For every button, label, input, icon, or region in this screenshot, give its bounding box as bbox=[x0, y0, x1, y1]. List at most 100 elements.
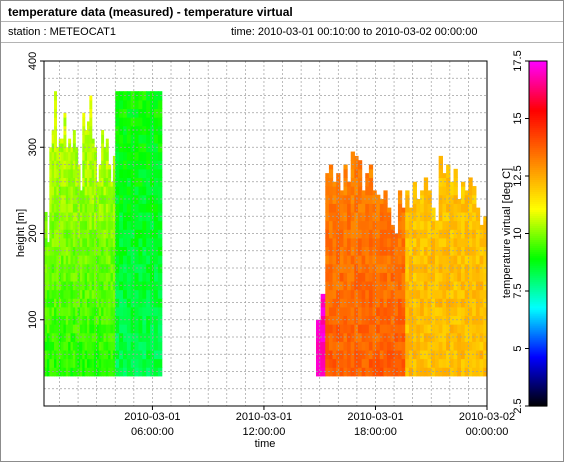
heatmap-cell bbox=[394, 237, 399, 248]
heatmap-cell bbox=[119, 358, 124, 368]
heatmap-cell bbox=[460, 341, 466, 351]
heatmap-cell bbox=[61, 332, 65, 342]
heatmap-cell bbox=[58, 186, 62, 196]
colorbar-segment bbox=[529, 355, 547, 359]
heatmap-cell bbox=[91, 358, 95, 368]
heatmap-cell bbox=[157, 289, 163, 299]
heatmap-cell bbox=[46, 358, 50, 368]
heatmap-cell bbox=[416, 298, 421, 308]
heatmap-cell bbox=[472, 315, 477, 325]
heatmap-cell bbox=[72, 194, 76, 204]
heatmap-cell bbox=[347, 181, 352, 187]
heatmap-cell bbox=[449, 298, 455, 308]
heatmap-cell bbox=[51, 220, 55, 230]
heatmap-cell bbox=[328, 367, 334, 377]
heatmap-cell bbox=[115, 341, 120, 351]
heatmap-cell bbox=[354, 324, 359, 334]
heatmap-cell bbox=[368, 298, 374, 308]
heatmap-cell bbox=[412, 246, 417, 256]
heatmap-cell bbox=[357, 186, 363, 196]
heatmap-cell bbox=[134, 168, 140, 179]
heatmap-cell bbox=[472, 324, 477, 334]
heatmap-cell bbox=[328, 246, 334, 256]
heatmap-cell bbox=[320, 332, 326, 342]
colorbar-segment bbox=[529, 77, 547, 80]
heatmap-cell bbox=[98, 324, 102, 334]
heatmap-cell bbox=[332, 341, 337, 351]
heatmap-cell bbox=[468, 315, 473, 325]
heatmap-cell bbox=[51, 151, 55, 161]
heatmap-cell bbox=[332, 280, 337, 291]
heatmap-cell bbox=[77, 332, 81, 342]
heatmap-cell bbox=[347, 272, 352, 282]
heatmap-cell bbox=[112, 298, 116, 308]
colorbar-segment bbox=[529, 227, 547, 231]
heatmap-cell bbox=[449, 246, 455, 256]
heatmap-cell bbox=[101, 134, 105, 144]
heatmap-cell bbox=[138, 289, 143, 299]
heatmap-cell bbox=[412, 358, 417, 368]
heatmap-cell bbox=[442, 237, 447, 248]
heatmap-cell bbox=[483, 272, 487, 282]
heatmap-cell bbox=[110, 255, 114, 265]
colorbar-segment bbox=[529, 107, 547, 110]
heatmap-cell bbox=[442, 220, 447, 230]
colorbar-segment bbox=[529, 237, 547, 241]
heatmap-cell bbox=[91, 220, 95, 230]
heatmap-cell bbox=[150, 306, 155, 317]
heatmap-cell bbox=[101, 263, 105, 273]
heatmap-cell bbox=[383, 341, 388, 351]
heatmap-cell bbox=[101, 194, 105, 204]
heatmap-cell bbox=[75, 203, 79, 213]
heatmap-cell bbox=[368, 280, 374, 291]
heatmap-cell bbox=[320, 315, 326, 325]
heatmap-cell bbox=[105, 220, 109, 230]
heatmap-cell bbox=[420, 255, 425, 265]
heatmap-cell bbox=[63, 358, 67, 368]
heatmap-cell bbox=[408, 289, 414, 299]
heatmap-cell bbox=[123, 186, 128, 196]
heatmap-cell bbox=[46, 289, 50, 299]
colorbar-segment bbox=[529, 361, 547, 365]
heatmap-cell bbox=[354, 341, 359, 351]
heatmap-cell bbox=[339, 289, 345, 299]
heatmap-cell bbox=[460, 298, 466, 308]
heatmap-cell bbox=[449, 358, 455, 368]
heatmap-cell bbox=[365, 229, 370, 239]
colorbar-segment bbox=[529, 309, 547, 313]
heatmap-cell bbox=[146, 134, 151, 144]
heatmap-cell bbox=[77, 341, 81, 351]
heatmap-cell bbox=[44, 211, 48, 222]
colorbar-segment bbox=[529, 187, 547, 190]
heatmap-cell bbox=[115, 272, 120, 282]
heatmap-cell bbox=[58, 255, 62, 265]
heatmap-cell bbox=[446, 289, 451, 299]
heatmap-cell bbox=[49, 289, 53, 299]
heatmap-cell bbox=[54, 91, 57, 101]
heatmap-cell bbox=[153, 237, 159, 248]
heatmap-cell bbox=[112, 280, 116, 291]
heatmap-cell bbox=[438, 358, 443, 368]
heatmap-cell bbox=[49, 298, 53, 308]
heatmap-cell bbox=[94, 211, 98, 222]
heatmap-cell bbox=[449, 315, 455, 325]
heatmap-cell bbox=[101, 306, 105, 317]
heatmap-cell bbox=[325, 246, 330, 256]
colorbar-segment bbox=[529, 185, 547, 188]
heatmap-cell bbox=[72, 220, 76, 230]
heatmap-cell bbox=[65, 177, 69, 187]
heatmap-cell bbox=[468, 280, 473, 291]
heatmap-cell bbox=[325, 203, 330, 213]
heatmap-cell bbox=[61, 220, 65, 230]
heatmap-cell bbox=[142, 341, 147, 351]
heatmap-cell bbox=[472, 246, 477, 256]
heatmap-cell bbox=[82, 194, 86, 204]
heatmap-cell bbox=[115, 324, 120, 334]
heatmap-cell bbox=[416, 246, 421, 256]
colorbar-segment bbox=[529, 221, 547, 225]
heatmap-cell bbox=[446, 164, 451, 170]
heatmap-cell bbox=[61, 255, 65, 265]
heatmap-cell bbox=[365, 203, 370, 213]
colorbar-segment bbox=[529, 67, 547, 70]
heatmap-cell bbox=[412, 315, 417, 325]
